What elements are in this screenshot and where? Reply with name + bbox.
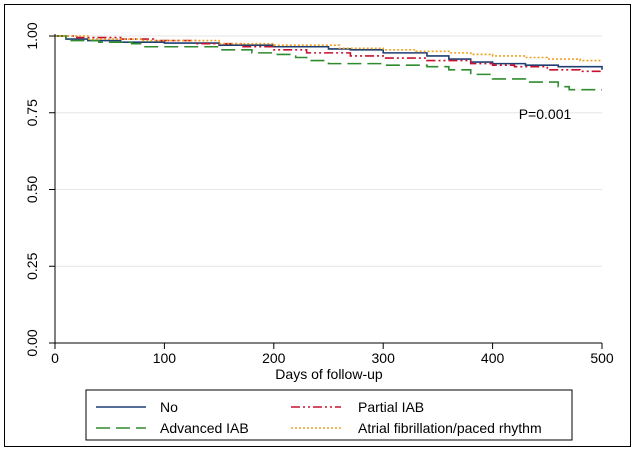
x-tick-label: 500	[590, 350, 614, 366]
axes: 0.00 0.25 0.50 0.75 1.00 0 100 200 300 400 500	[24, 22, 614, 366]
x-axis-title: Days of follow-up	[275, 366, 383, 382]
legend-box	[85, 389, 573, 441]
figure-frame	[4, 4, 631, 447]
y-tick-label: 0.00	[24, 329, 40, 356]
legend: No Partial IAB Advanced IAB Atrial fibri…	[85, 389, 573, 441]
x-tick-label: 0	[51, 350, 59, 366]
y-tick-label: 1.00	[24, 22, 40, 49]
series-line-partial-iab	[55, 35, 602, 73]
series-line-advanced-iab	[55, 35, 602, 91]
legend-label-partial-iab: Partial IAB	[358, 399, 424, 415]
y-tick-label: 0.75	[24, 99, 40, 126]
grid-lines	[55, 35, 602, 267]
legend-label-advanced-iab: Advanced IAB	[160, 420, 249, 436]
legend-label-af-paced: Atrial fibrillation/paced rhythm	[358, 420, 542, 436]
x-tick-label: 100	[153, 350, 177, 366]
series-line-no	[55, 35, 603, 70]
x-tick-label: 200	[262, 350, 286, 366]
y-tick-label: 0.25	[24, 252, 40, 279]
x-tick-label: 300	[372, 350, 396, 366]
x-tick-label: 400	[481, 350, 505, 366]
p-value-annotation: P=0.001	[519, 106, 572, 122]
series-line-atrial-fibrillation-paced-rhythm	[55, 35, 602, 62]
y-tick-label: 0.50	[24, 176, 40, 203]
series-lines	[55, 35, 603, 91]
legend-label-no: No	[160, 399, 178, 415]
